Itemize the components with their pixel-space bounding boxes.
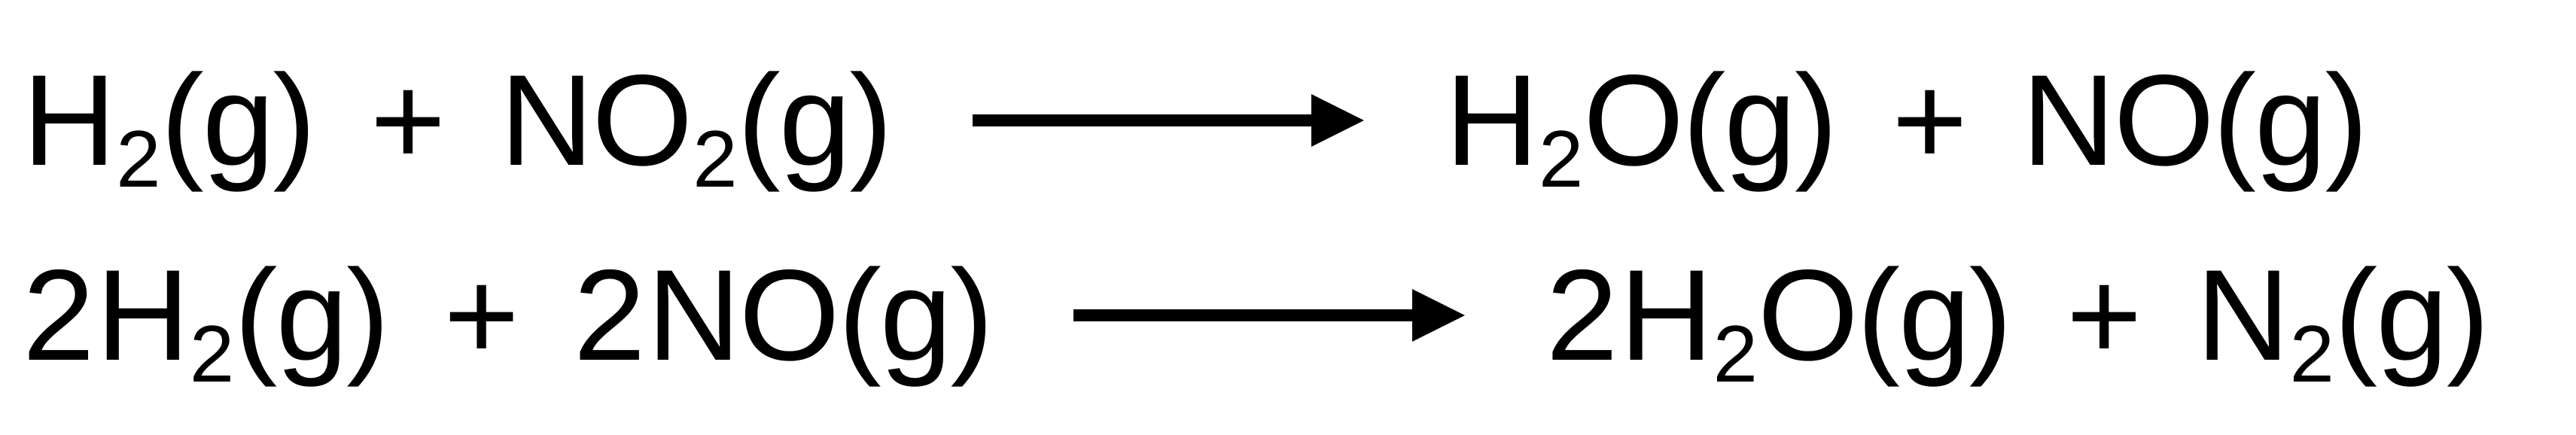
- product-1-1: H 2 O (g): [1445, 56, 1837, 185]
- arrow-icon: [1073, 281, 1465, 349]
- plus-symbol: +: [2062, 251, 2145, 380]
- element-symbol: H: [96, 251, 188, 380]
- element-symbol: H: [23, 56, 114, 185]
- coefficient: 2: [1546, 251, 1620, 380]
- state-label: (g): [1682, 56, 1836, 185]
- subscript: 2: [114, 119, 160, 199]
- state-label: (g): [1857, 251, 2011, 380]
- reactant-1-2: NO 2 (g): [500, 56, 891, 185]
- reactant-2-1: 2 H 2 (g): [23, 251, 388, 380]
- state-label: (g): [2334, 251, 2488, 380]
- state-label: (g): [161, 56, 315, 185]
- equations-page: H 2 (g) + NO 2 (g) H 2 O (g) + NO: [0, 0, 2576, 435]
- coefficient: 2: [574, 251, 647, 380]
- element-symbol: NO: [2022, 56, 2213, 185]
- reaction-arrow: [942, 87, 1394, 154]
- element-symbol: NO: [647, 251, 839, 380]
- state-label: (g): [234, 251, 388, 380]
- state-label: (g): [738, 56, 891, 185]
- reactant-1-1: H 2 (g): [23, 56, 315, 185]
- equation-1: H 2 (g) + NO 2 (g) H 2 O (g) + NO: [23, 23, 2553, 218]
- arrow-icon: [973, 87, 1364, 154]
- product-2-2: N 2 (g): [2196, 251, 2488, 380]
- element-symbol: N: [2196, 251, 2288, 380]
- plus-symbol: +: [439, 251, 522, 380]
- plus-symbol: +: [366, 56, 449, 185]
- element-symbol-2: O: [1758, 251, 1857, 380]
- plus-symbol: +: [1887, 56, 1970, 185]
- element-symbol: H: [1619, 251, 1711, 380]
- subscript: 2: [2288, 314, 2334, 394]
- subscript: 2: [691, 119, 737, 199]
- element-symbol: NO: [500, 56, 691, 185]
- product-1-2: NO (g): [2022, 56, 2367, 185]
- subscript: 2: [1712, 314, 1758, 394]
- element-symbol-2: O: [1583, 56, 1682, 185]
- subscript: 2: [188, 314, 234, 394]
- state-label: (g): [2213, 56, 2367, 185]
- subscript: 2: [1537, 119, 1583, 199]
- coefficient: 2: [23, 251, 96, 380]
- equation-2: 2 H 2 (g) + 2 NO (g) 2 H 2 O (g) +: [23, 218, 2553, 412]
- element-symbol: H: [1445, 56, 1537, 185]
- reaction-arrow: [1043, 281, 1495, 349]
- product-2-1: 2 H 2 O (g): [1546, 251, 2011, 380]
- state-label: (g): [839, 251, 992, 380]
- reactant-2-2: 2 NO (g): [574, 251, 992, 380]
